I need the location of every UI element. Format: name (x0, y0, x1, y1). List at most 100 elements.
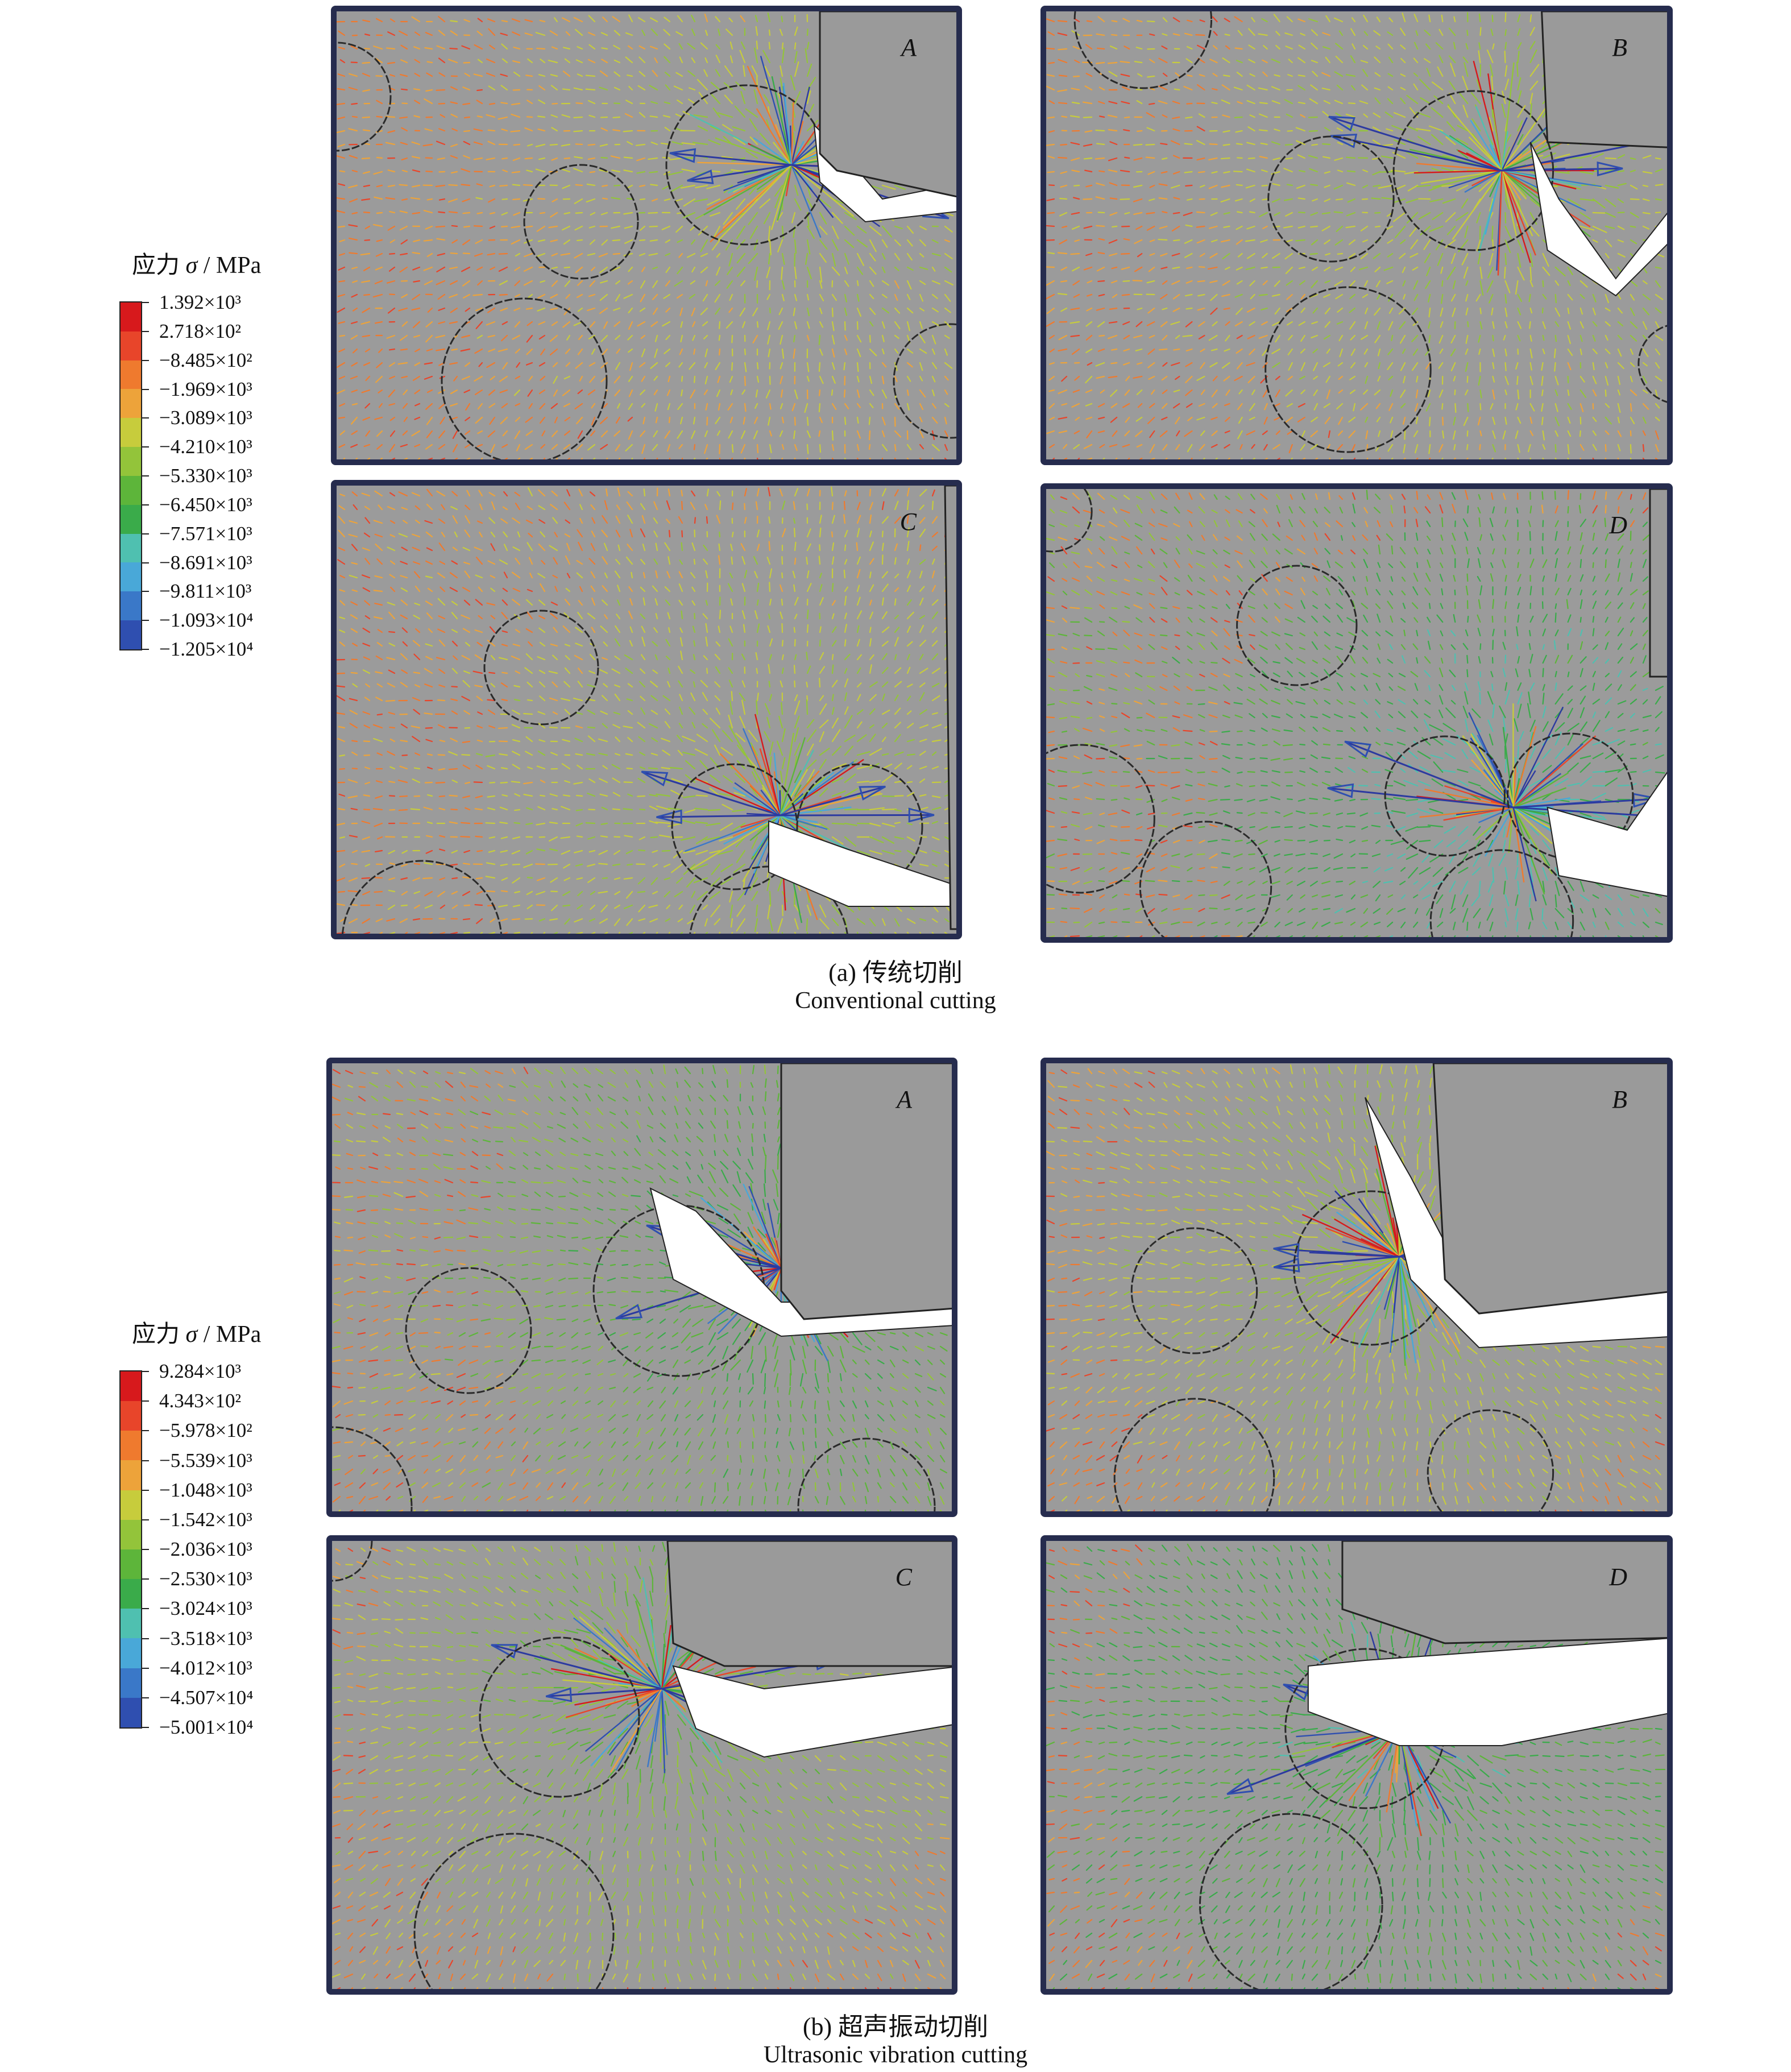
stress-vector (856, 362, 859, 372)
stress-vector (438, 768, 446, 771)
stress-vector (743, 416, 746, 425)
stress-vector (350, 628, 358, 633)
stress-vector (376, 100, 383, 105)
stress-vector (636, 171, 646, 174)
stress-vector (1069, 321, 1080, 324)
stress-vector (729, 700, 733, 715)
stress-vector (794, 715, 800, 729)
stress-vector (574, 918, 583, 923)
stress-vector (606, 457, 608, 459)
stress-vector (751, 65, 758, 77)
stress-vector (1187, 444, 1193, 453)
stress-vector (374, 877, 383, 879)
stress-vector (512, 599, 521, 606)
stress-vector (515, 670, 521, 674)
stress-vector (1262, 252, 1268, 259)
stress-vector (1263, 45, 1268, 50)
stress-vector (1199, 74, 1205, 77)
stress-vector (1272, 157, 1280, 160)
stress-vector (1432, 212, 1444, 221)
stress-vector (1447, 105, 1503, 171)
stress-vector (806, 239, 811, 255)
stress-vector (1197, 293, 1205, 297)
stress-vector (1428, 125, 1444, 132)
stress-vector (1172, 128, 1180, 132)
stress-vector (768, 541, 771, 552)
stress-vector (1529, 41, 1536, 50)
stress-vector (693, 416, 696, 425)
stress-vector (575, 863, 583, 867)
stress-vector (629, 640, 633, 647)
stress-vector (426, 503, 433, 511)
stress-vector (931, 682, 940, 688)
stress-vector (365, 430, 371, 437)
legend-label: −1.205×10⁴ (159, 638, 254, 660)
stress-vector (575, 725, 583, 729)
stress-vector (500, 32, 508, 36)
stress-vector (631, 457, 633, 459)
stress-vector (1439, 130, 1503, 172)
stress-vector (1146, 280, 1155, 284)
stress-vector (587, 836, 596, 840)
stress-vector (806, 570, 810, 579)
stress-vector (1285, 212, 1293, 217)
stress-vector (742, 321, 746, 329)
stress-vector (599, 70, 608, 77)
stress-vector (360, 321, 371, 325)
stress-vector (441, 504, 446, 511)
stress-vector (729, 625, 733, 633)
stress-vector (410, 808, 421, 811)
stress-vector (844, 252, 849, 265)
reinforcement-particle (1073, 11, 1212, 89)
stress-vector (487, 334, 496, 338)
stress-vector (554, 532, 558, 538)
stress-vector (577, 280, 583, 286)
colorbar-segment (121, 504, 141, 534)
stress-vector (819, 573, 822, 579)
stress-vector (1347, 198, 1356, 203)
stress-vector (1435, 239, 1444, 251)
stress-vector (794, 321, 798, 330)
stress-vector (398, 30, 408, 36)
stress-vector (1579, 334, 1583, 342)
stress-vector (413, 708, 421, 715)
stress-vector (601, 430, 608, 438)
stress-vector (805, 48, 809, 64)
stress-vector (686, 877, 696, 888)
stress-vector (1048, 389, 1055, 392)
stress-vector (678, 444, 683, 449)
stress-vector (650, 695, 658, 702)
stress-vector (1085, 73, 1093, 77)
stress-vector (666, 500, 671, 511)
stress-vector (1060, 266, 1068, 271)
stress-vector (1208, 225, 1218, 229)
stress-vector (1286, 307, 1293, 312)
stress-vector (425, 32, 433, 36)
stress-vector (794, 742, 801, 756)
stress-vector (535, 143, 546, 147)
stress-vector (576, 416, 583, 425)
stress-vector (526, 877, 533, 879)
stress-vector (1098, 334, 1105, 337)
stress-vector (805, 252, 809, 265)
stress-vector (590, 571, 596, 579)
stress-vector (1200, 430, 1205, 436)
stress-vector (400, 682, 408, 688)
stress-vector (1073, 184, 1080, 187)
stress-vector (769, 694, 773, 702)
stress-vector (1361, 334, 1369, 340)
stress-vector (476, 115, 483, 118)
stress-vector (794, 654, 797, 661)
stress-vector (337, 695, 346, 702)
stress-vector (894, 307, 901, 314)
stress-vector (639, 112, 646, 118)
stress-vector (1333, 184, 1344, 190)
stress-vector (1413, 57, 1419, 64)
stress-vector (412, 184, 421, 188)
stress-vector (729, 904, 733, 918)
stress-vector (1360, 60, 1369, 64)
stress-vector (1200, 362, 1205, 369)
stress-vector (856, 444, 860, 451)
stress-vector (677, 239, 683, 243)
stress-vector (437, 724, 446, 729)
